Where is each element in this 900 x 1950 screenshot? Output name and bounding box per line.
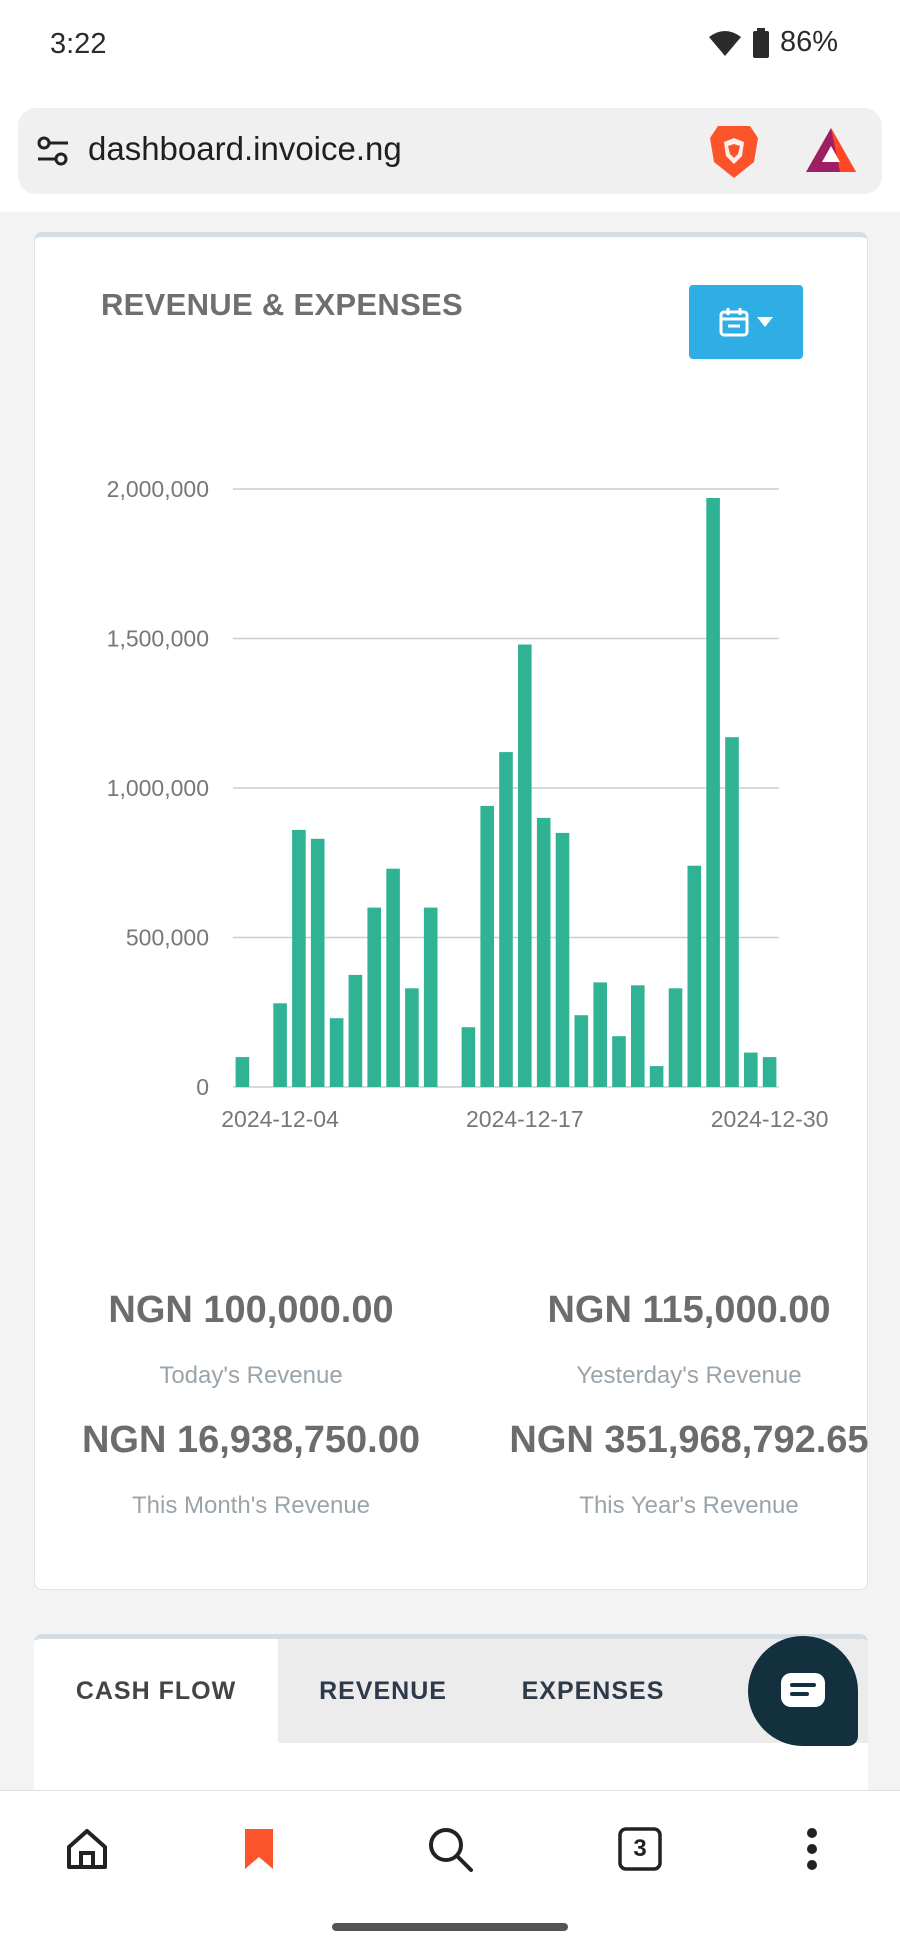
- bar-2024-12-15[interactable]: [480, 805, 494, 1087]
- bar-2024-12-10[interactable]: [386, 868, 400, 1087]
- bar-2024-12-06[interactable]: [310, 838, 325, 1087]
- caret-down-icon: [757, 317, 773, 327]
- wifi-icon: [708, 30, 741, 56]
- nav-search[interactable]: [420, 1819, 480, 1879]
- bar-2024-12-07[interactable]: [329, 1018, 344, 1087]
- brave-rewards-icon[interactable]: [804, 126, 858, 174]
- y-tick-label: 1,500,000: [107, 626, 209, 652]
- bar-2024-12-12[interactable]: [423, 907, 438, 1087]
- bar-2024-12-18[interactable]: [536, 817, 551, 1087]
- brave-lion-icon[interactable]: [708, 122, 760, 180]
- x-tick-label: 2024-12-04: [221, 1106, 339, 1132]
- nav-tabs[interactable]: 3: [610, 1819, 670, 1879]
- y-tick-label: 1,000,000: [107, 775, 209, 801]
- stat-this-month: NGN 16,938,750.00 This Month's Revenue: [51, 1419, 451, 1520]
- nav-home[interactable]: [57, 1819, 117, 1879]
- bar-2024-12-19[interactable]: [555, 832, 570, 1087]
- nav-bookmarks[interactable]: [229, 1819, 289, 1879]
- bottom-navigation: 3: [0, 1790, 900, 1950]
- bar-2024-12-16[interactable]: [499, 752, 513, 1087]
- tab-expenses[interactable]: EXPENSES: [521, 1676, 665, 1705]
- x-tick-label: 2024-12-17: [466, 1106, 584, 1132]
- bar-2024-12-30[interactable]: [762, 1057, 777, 1087]
- x-tick-label: 2024-12-30: [711, 1106, 829, 1132]
- bar-2024-12-04[interactable]: [273, 1003, 287, 1087]
- card-title: REVENUE & EXPENSES: [101, 287, 464, 322]
- y-tick-label: 0: [196, 1074, 209, 1100]
- bar-2024-12-17[interactable]: [518, 644, 532, 1088]
- tab-count: 3: [633, 1835, 647, 1862]
- bar-2024-12-27[interactable]: [706, 498, 720, 1087]
- chat-icon: [781, 1673, 825, 1707]
- status-time: 3:22: [50, 28, 107, 60]
- stat-this-year: NGN 351,968,792.65 This Year's Revenue: [489, 1419, 889, 1520]
- revenue-bar-chart: 2,000,000 1,500,000 1,000,000 500,000 0 2024-…: [107, 476, 829, 1132]
- stat-value: NGN 115,000.00: [547, 1289, 831, 1331]
- bar-2024-12-09[interactable]: [367, 907, 381, 1087]
- stat-yesterday: NGN 115,000.00 Yesterday's Revenue: [489, 1289, 889, 1390]
- tab-revenue[interactable]: REVENUE: [319, 1676, 447, 1705]
- bar-2024-12-25[interactable]: [668, 988, 683, 1087]
- bar-2024-12-22[interactable]: [612, 1036, 626, 1087]
- tune-icon[interactable]: [36, 134, 70, 168]
- cashflow-card: CASH FLOW REVENUE EXPENSES: [34, 1634, 868, 1794]
- battery-icon: [752, 27, 769, 58]
- stat-today: NGN 100,000.00 Today's Revenue: [51, 1289, 451, 1390]
- bar-2024-12-26[interactable]: [687, 865, 702, 1087]
- revenue-expenses-card: REVENUE & EXPENSES 2,000,000 1,500,000 1,0…: [34, 232, 869, 1590]
- tabs-icon: [618, 1827, 662, 1871]
- bar-2024-12-14[interactable]: [461, 1027, 476, 1087]
- tab-cash-flow[interactable]: CASH FLOW: [34, 1639, 278, 1743]
- url-text[interactable]: dashboard.invoice.ng: [88, 130, 402, 167]
- bar-2024-12-08[interactable]: [348, 974, 363, 1087]
- bar-2024-12-28[interactable]: [725, 737, 739, 1087]
- date-range-button[interactable]: [689, 285, 803, 359]
- bar-2024-12-23[interactable]: [631, 985, 645, 1087]
- y-tick-label: 500,000: [126, 925, 209, 951]
- browser-toolbar: dashboard.invoice.ng: [0, 90, 900, 212]
- nav-more-menu[interactable]: [782, 1819, 842, 1879]
- y-tick-label: 2,000,000: [107, 476, 209, 502]
- battery-percent: 86%: [779, 26, 838, 58]
- stat-label: This Year's Revenue: [579, 1492, 799, 1519]
- bar-2024-12-02[interactable]: [235, 1057, 250, 1087]
- bar-2024-12-05[interactable]: [292, 829, 306, 1087]
- bar-2024-12-29[interactable]: [744, 1052, 758, 1087]
- more-icon: [807, 1828, 817, 1870]
- tab-strip: CASH FLOW REVENUE EXPENSES: [34, 1639, 868, 1743]
- bar-2024-12-11[interactable]: [405, 988, 419, 1087]
- stat-label: Today's Revenue: [159, 1362, 343, 1389]
- stat-value: NGN 351,968,792.65: [509, 1419, 869, 1461]
- home-icon: [67, 1829, 107, 1869]
- stat-value: NGN 16,938,750.00: [81, 1419, 420, 1461]
- calendar-icon: [719, 308, 749, 337]
- address-bar[interactable]: dashboard.invoice.ng: [18, 108, 882, 194]
- bar-2024-12-24[interactable]: [649, 1066, 664, 1087]
- stat-value: NGN 100,000.00: [108, 1289, 394, 1331]
- chat-button[interactable]: [748, 1636, 858, 1746]
- gesture-bar[interactable]: [332, 1923, 568, 1931]
- status-bar: 3:22 86%: [0, 0, 900, 90]
- bar-2024-12-20[interactable]: [574, 1015, 589, 1087]
- status-icons: 86%: [708, 26, 838, 59]
- bookmark-icon: [245, 1829, 273, 1869]
- stat-label: This Month's Revenue: [131, 1492, 371, 1519]
- search-icon: [429, 1828, 473, 1872]
- stat-label: Yesterday's Revenue: [576, 1362, 802, 1389]
- bar-2024-12-21[interactable]: [593, 982, 607, 1087]
